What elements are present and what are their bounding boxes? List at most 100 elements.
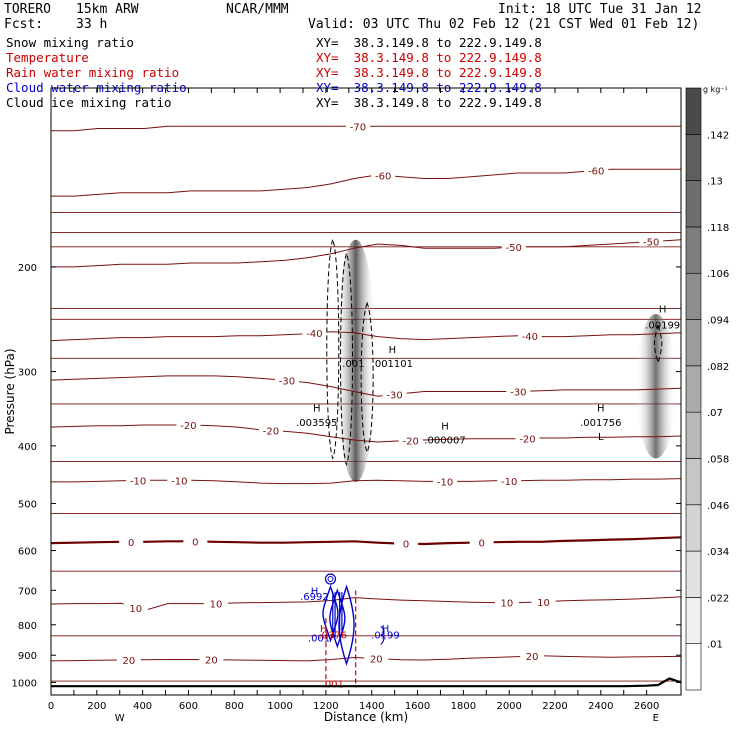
x-tick-label: 400 (133, 701, 152, 712)
colorbar-tick-label: .118 (707, 223, 729, 234)
colorbar-swatch (685, 643, 702, 691)
legend-xy-temperature: XY= 38.3.149.8 to 222.9.149.8 (316, 50, 542, 65)
x-tick-label: 200 (87, 701, 106, 712)
x-tick-label: 0 (48, 701, 54, 712)
temperature-label-bg (520, 650, 545, 662)
temperature-label-bg (394, 537, 419, 549)
forecast-hour: 33 h (76, 17, 108, 32)
extremum-label: .001756 (580, 418, 621, 429)
temperature-label-bg (364, 652, 389, 664)
temperature-label: 0 (128, 538, 134, 549)
colorbar-swatch (685, 458, 702, 506)
colorbar-swatch (685, 597, 702, 644)
colorbar-swatch (685, 411, 702, 459)
x-tick-label: 1000 (267, 701, 292, 712)
temperature-label-bg (183, 535, 208, 547)
temperature-label-bg (517, 330, 542, 342)
extremum-label: .003595 (296, 418, 337, 429)
temperature-label-bg (506, 385, 531, 397)
forecast-label: Fcst: (4, 17, 44, 32)
legend-cloud-ice: Cloud ice mixing ratio (6, 95, 172, 110)
x-tick-label: 1800 (451, 701, 476, 712)
temperature-label: 0 (192, 537, 198, 548)
temperature-label-bg (176, 419, 201, 431)
x-tick-label: 2200 (542, 701, 567, 712)
y-tick-label: 400 (18, 442, 37, 453)
colorbar-swatch (685, 272, 702, 320)
x-tick-label: 2000 (496, 701, 521, 712)
temperature-label: -60 (375, 171, 391, 182)
temperature-label-bg (203, 597, 228, 609)
colorbar-swatch (685, 504, 702, 552)
temperature-label-bg (123, 601, 148, 613)
temperature-label: -50 (643, 238, 659, 249)
colorbar-tick-label: .022 (707, 593, 729, 604)
temperature-label-bg (501, 241, 526, 253)
terrain-line (51, 677, 681, 688)
y-axis-title: Pressure (hPa) (3, 348, 17, 434)
legend-rain: Rain water mixing ratio (6, 65, 180, 80)
snow-shading (335, 239, 376, 482)
temperature-label-bg (494, 596, 519, 608)
temperature-label-bg (258, 424, 283, 436)
y-tick-label: 300 (18, 368, 37, 379)
temperature-label: -30 (510, 387, 526, 398)
organization: NCAR/MMM (226, 2, 289, 17)
extremum-label: .0199 (371, 630, 400, 641)
extremum-label: H (389, 345, 397, 356)
legend-xy-rain: XY= 38.3.149.8 to 222.9.149.8 (316, 65, 542, 80)
temperature-label: 10 (129, 604, 142, 615)
temperature-label: -60 (588, 166, 604, 177)
extremum-label: H (659, 305, 667, 316)
temperature-label: -40 (522, 332, 538, 343)
cloud-ice-contour (326, 238, 340, 460)
extremum-label: H (313, 404, 321, 415)
colorbar-tick-label: .046 (707, 501, 729, 512)
temperature-contour (51, 375, 681, 397)
temperature-label-bg (433, 475, 458, 487)
colorbar-tick-label: .07 (707, 408, 723, 419)
temperature-label: 20 (370, 655, 383, 666)
cloud-water-contour (322, 584, 339, 643)
temperature-label: -50 (506, 243, 522, 254)
snow-shading (635, 313, 676, 459)
model-name: TORERO (4, 2, 51, 17)
extremum-label: .00199 (645, 321, 680, 332)
extremum-label: .001 (308, 633, 330, 644)
colorbar-swatch (685, 87, 702, 135)
x-tick-label: 1200 (313, 701, 338, 712)
y-tick-label: 700 (18, 586, 37, 597)
temperature-contour (51, 478, 681, 485)
y-tick-label: 900 (18, 651, 37, 662)
plot-frame (50, 87, 682, 696)
x-axis-title: Distance (km) (324, 710, 408, 724)
temperature-label: -20 (403, 436, 419, 447)
temperature-contour (51, 596, 681, 612)
temperature-label: 10 (537, 598, 550, 609)
extremum-label: .001 (342, 359, 364, 370)
temperature-contour (51, 331, 681, 342)
temperature-label-bg (116, 653, 141, 665)
colorbar-tick-label: .01 (707, 640, 723, 651)
temperature-label-bg (345, 120, 370, 132)
colorbar-swatch (685, 180, 702, 228)
x-tick-label: 800 (225, 701, 244, 712)
colorbar-swatch (685, 365, 702, 413)
temperature-contour (51, 424, 681, 443)
cloud-water-small-contour (380, 625, 385, 645)
y-tick-label: 800 (18, 621, 37, 632)
temperature-label-bg (126, 474, 151, 486)
temperature-label-bg (639, 235, 664, 247)
x-tick-label: 2400 (588, 701, 613, 712)
x-tick-label: 1600 (405, 701, 430, 712)
colorbar-tick-label: .106 (707, 269, 729, 280)
extremum-label: .6992 (300, 592, 329, 603)
extremum-label: H (320, 624, 328, 635)
temperature-label: 10 (210, 600, 223, 611)
temperature-label-bg (584, 164, 609, 176)
temperature-label: -10 (130, 476, 146, 487)
temperature-label: -70 (350, 122, 366, 133)
extremum-label: .001101 (372, 359, 413, 370)
